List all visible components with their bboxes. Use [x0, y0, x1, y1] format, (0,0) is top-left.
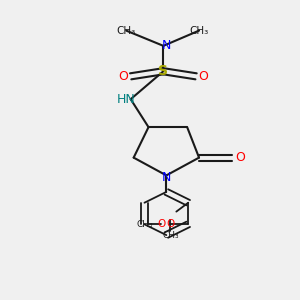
Text: HN: HN — [117, 93, 136, 106]
Text: O: O — [158, 219, 166, 229]
Text: CH₃: CH₃ — [137, 220, 153, 229]
Text: CH₃: CH₃ — [189, 26, 209, 36]
Text: N: N — [162, 39, 171, 52]
Text: O: O — [166, 219, 175, 229]
Text: CH₃: CH₃ — [117, 26, 136, 36]
Text: S: S — [158, 64, 168, 78]
Text: O: O — [199, 70, 208, 83]
Text: O: O — [118, 70, 128, 83]
Text: N: N — [162, 171, 171, 184]
Text: O: O — [235, 151, 245, 164]
Text: CH₃: CH₃ — [162, 231, 179, 240]
